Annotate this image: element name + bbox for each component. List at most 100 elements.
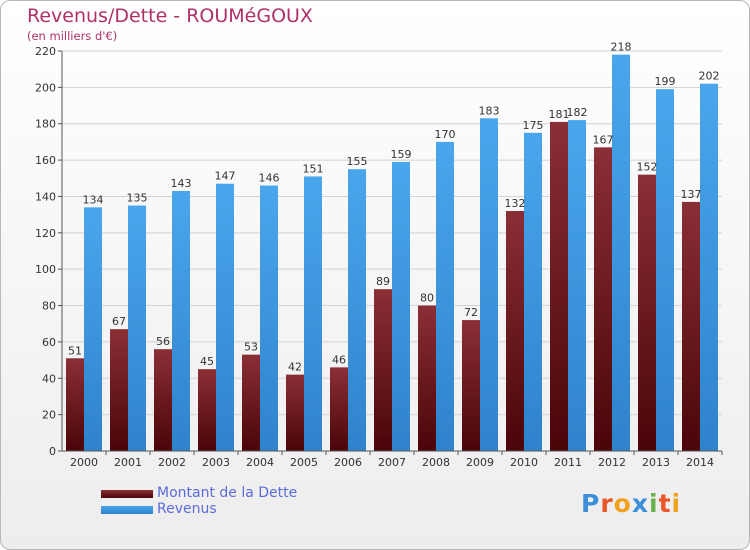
data-label-revenus: 159: [391, 148, 412, 161]
bar-revenus: [172, 191, 190, 451]
bar-dette: [66, 358, 84, 451]
data-label-revenus: 202: [699, 70, 720, 83]
y-tick-label: 140: [35, 190, 56, 203]
data-labels-group: 51 134 67 135 56 143 45 147 53 146 42 151 46 155 89 159…: [68, 41, 720, 374]
x-tick-label: 2007: [378, 456, 406, 469]
proxiti-logo: Proxiti: [581, 489, 681, 518]
data-label-revenus: 134: [83, 193, 104, 206]
x-tick-label: 2011: [554, 456, 582, 469]
legend-label-revenus: Revenus: [157, 501, 217, 517]
y-tick-label: 100: [35, 263, 56, 276]
data-label-dette: 56: [156, 335, 170, 348]
x-tick-label: 2008: [422, 456, 450, 469]
legend-label-dette: Montant de la Dette: [157, 485, 298, 501]
data-label-dette: 51: [68, 344, 82, 357]
axes-group: 0 20 40 60 80 100 120 140 160 180 200 220 2000 2001 20…: [35, 45, 723, 469]
x-tick-label: 2003: [202, 456, 230, 469]
bar-revenus: [436, 141, 454, 451]
data-label-dette: 67: [112, 315, 126, 328]
data-label-revenus: 147: [215, 170, 236, 183]
x-tick-label: 2009: [466, 456, 494, 469]
data-label-dette: 152: [637, 161, 658, 174]
bar-dette: [286, 374, 304, 451]
logo-letter: i: [649, 489, 659, 518]
y-tick-label: 0: [49, 445, 56, 458]
bar-dette: [242, 354, 260, 451]
data-label-dette: 53: [244, 341, 258, 354]
x-tick-label: 2001: [114, 456, 142, 469]
x-tick-label: 2002: [158, 456, 186, 469]
bar-dette: [154, 349, 172, 451]
x-tick-label: 2010: [510, 456, 538, 469]
data-label-revenus: 143: [171, 177, 192, 190]
data-label-dette: 72: [464, 306, 478, 319]
bar-dette: [418, 305, 436, 451]
legend-swatch-revenus: [101, 506, 153, 514]
data-label-dette: 89: [376, 275, 390, 288]
bar-dette: [462, 320, 480, 451]
bar-dette: [506, 211, 524, 451]
bar-revenus: [304, 176, 322, 452]
x-tick-label: 2006: [334, 456, 362, 469]
bar-revenus: [480, 118, 498, 451]
bar-dette: [550, 121, 568, 451]
chart-subtitle: (en milliers d'€): [27, 29, 118, 43]
y-tick-label: 80: [42, 300, 56, 313]
y-tick-label: 60: [42, 336, 56, 349]
x-tick-label: 2012: [598, 456, 626, 469]
logo-letter: x: [631, 489, 649, 518]
x-tick-label: 2004: [246, 456, 274, 469]
bar-dette: [198, 369, 216, 451]
data-label-revenus: 170: [435, 128, 456, 141]
data-label-revenus: 155: [347, 155, 368, 168]
data-label-revenus: 146: [259, 172, 280, 185]
x-tick-label: 2000: [70, 456, 98, 469]
data-label-dette: 45: [200, 355, 214, 368]
data-label-revenus: 151: [303, 162, 324, 175]
bar-dette: [374, 289, 392, 451]
bar-revenus: [128, 205, 146, 451]
x-tick-label: 2005: [290, 456, 318, 469]
y-tick-label: 40: [42, 372, 56, 385]
logo-letter: t: [658, 489, 672, 518]
bar-revenus: [524, 132, 542, 451]
y-tick-label: 180: [35, 118, 56, 131]
x-tick-label: 2013: [642, 456, 670, 469]
bar-dette: [330, 367, 348, 451]
x-tick-label: 2014: [686, 456, 714, 469]
data-label-revenus: 199: [655, 75, 676, 88]
data-label-dette: 46: [332, 353, 346, 366]
logo-letter: r: [600, 489, 614, 518]
y-tick-label: 200: [35, 81, 56, 94]
y-tick-label: 120: [35, 227, 56, 240]
data-label-dette: 137: [681, 188, 702, 201]
data-label-dette: 181: [549, 108, 570, 121]
bar-dette: [594, 147, 612, 451]
data-label-dette: 132: [505, 197, 526, 210]
bar-revenus: [216, 183, 234, 451]
legend-swatch-dette: [101, 490, 153, 498]
data-label-dette: 80: [420, 292, 434, 305]
bar-revenus: [348, 169, 366, 451]
logo-letter: P: [581, 489, 601, 518]
logo-letter: o: [613, 489, 632, 518]
bar-dette: [110, 329, 128, 451]
bar-revenus: [656, 89, 674, 451]
bar-revenus: [260, 185, 278, 451]
bars-group: [66, 54, 718, 452]
data-label-revenus: 183: [479, 104, 500, 117]
bar-revenus: [700, 83, 718, 452]
bar-revenus: [568, 120, 586, 451]
data-label-revenus: 218: [611, 41, 632, 54]
logo-letter: i: [671, 489, 682, 518]
y-tick-label: 220: [35, 45, 56, 58]
bar-dette: [638, 174, 656, 452]
data-label-revenus: 135: [127, 192, 148, 205]
chart-title: Revenus/Dette - ROUMéGOUX: [27, 5, 313, 27]
y-tick-label: 160: [35, 154, 56, 167]
data-label-revenus: 182: [567, 106, 588, 119]
bar-revenus: [612, 54, 630, 452]
data-label-dette: 167: [593, 133, 614, 146]
